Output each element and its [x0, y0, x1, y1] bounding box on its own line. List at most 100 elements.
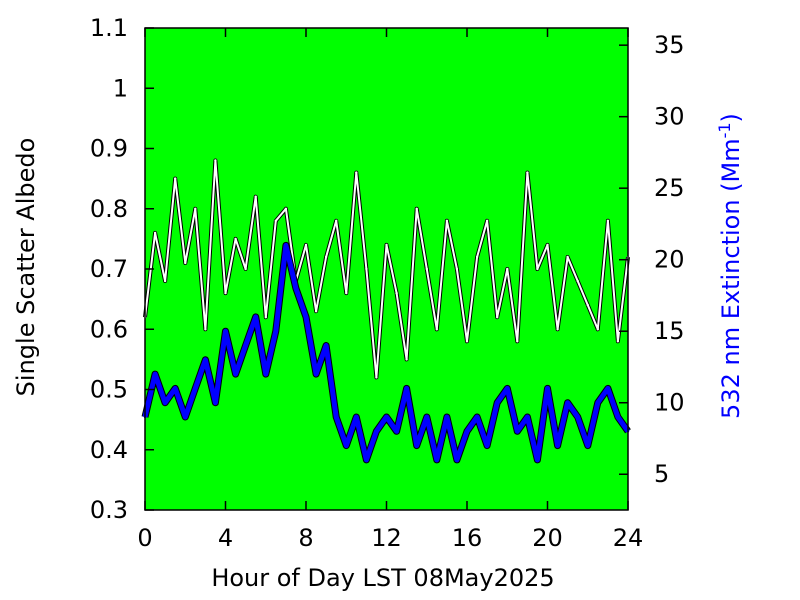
series-2-point [304, 315, 308, 319]
series-1-point [475, 255, 479, 259]
series-2-point [254, 315, 257, 319]
series-2-point [214, 401, 217, 404]
series-1-point [365, 267, 368, 271]
series-2-point [435, 458, 438, 462]
series-2-point [445, 415, 449, 419]
series-2-point [194, 387, 197, 390]
series-1-point [576, 279, 579, 283]
series-1-point [284, 207, 288, 210]
y-left-tick-label: 0.6 [90, 315, 128, 343]
series-2-point [365, 458, 368, 462]
series-1-point [455, 267, 459, 271]
series-1-point [536, 267, 539, 271]
series-1-point [556, 328, 559, 331]
series-1-point [586, 303, 589, 307]
y-left-tick-label: 0.3 [90, 496, 128, 524]
y-right-tick-label: 10 [654, 389, 685, 417]
series-2-point [385, 415, 388, 419]
series-1-point [184, 261, 187, 265]
series-2-point [616, 415, 620, 419]
y-left-tick-label: 1 [113, 74, 128, 102]
series-1-point [435, 328, 438, 331]
series-1-point [465, 340, 469, 343]
series-1-point [355, 171, 358, 174]
series-2-point [496, 401, 499, 404]
series-2-point [405, 387, 408, 390]
series-1-point [566, 255, 569, 259]
series-2-point [335, 415, 338, 419]
series-2-point [526, 415, 529, 419]
series-1-point [214, 159, 217, 162]
series-2-point [506, 387, 509, 390]
series-2-point [174, 387, 177, 390]
series-1-point [385, 243, 388, 247]
series-1-point [254, 195, 257, 198]
series-2-point [345, 444, 348, 447]
x-tick-label: 0 [137, 524, 152, 552]
y-left-axis-title: Single Scatter Albedo [12, 138, 40, 397]
series-1-point [234, 237, 237, 241]
series-1-point [375, 376, 378, 379]
series-1-point [496, 316, 499, 319]
series-1-point [415, 207, 418, 210]
series-2-point [475, 415, 479, 419]
series-2-point [425, 415, 428, 419]
y-right-tick-label: 15 [654, 317, 685, 345]
series-2-point [274, 330, 277, 333]
y-right-tick-label: 20 [654, 246, 685, 274]
series-1-point [606, 219, 610, 222]
series-2-point [586, 444, 589, 447]
series-2-point [536, 458, 539, 462]
series-2-point [596, 401, 599, 404]
series-2-point [566, 401, 569, 404]
x-tick-label: 12 [371, 524, 402, 552]
y-right-axis-title-main: 532 nm Extinction (Mm [717, 138, 745, 419]
series-2-point [556, 444, 559, 447]
series-1-point [616, 340, 620, 343]
series-1-point [445, 219, 449, 222]
series-2-point [576, 415, 579, 419]
series-2-point [324, 344, 328, 347]
series-2-point [355, 415, 358, 419]
series-1-point [224, 291, 227, 295]
x-tick-label: 24 [613, 524, 644, 552]
y-right-axis-title-superscript: -1 [715, 122, 734, 138]
series-1-point [204, 328, 207, 331]
series-1-point [324, 255, 328, 259]
y-left-tick-label: 0.5 [90, 376, 128, 404]
y-left-tick-label: 0.8 [90, 195, 128, 223]
series-1-point [395, 291, 398, 295]
series-2-point [465, 430, 469, 433]
series-2-point [485, 444, 489, 447]
x-tick-label: 16 [452, 524, 483, 552]
series-1-point [516, 340, 519, 343]
series-1-point [405, 358, 408, 361]
series-1-point [153, 231, 157, 235]
series-2-point [184, 415, 187, 419]
series-1-point [194, 207, 197, 210]
series-2-point [153, 372, 157, 376]
series-1-point [506, 267, 509, 271]
series-1-point [335, 219, 338, 222]
series-2-point [546, 387, 549, 390]
series-1-point [526, 171, 529, 174]
y-right-tick-label: 35 [654, 31, 685, 59]
x-tick-label: 8 [298, 524, 313, 552]
y-left-tick-label: 0.7 [90, 255, 128, 283]
series-2-point [224, 330, 227, 333]
series-2-point [516, 430, 519, 433]
y-right-axis-title: 532 nm Extinction (Mm-1) [715, 113, 745, 419]
series-1-point [485, 219, 489, 222]
y-right-axis-title-close: ) [717, 113, 745, 122]
series-2-point [395, 430, 398, 433]
series-2-point [314, 372, 318, 376]
x-tick-label: 4 [218, 524, 233, 552]
y-right-tick-label: 5 [654, 460, 669, 488]
axis-layer: 0 4 8 12 16 20 24 0.3 0.4 0.5 0.6 0.7 0.8 0.9 1 1.1 5 10 1… [90, 14, 685, 552]
series-1-point [546, 243, 549, 247]
y-left-tick-label: 1.1 [90, 14, 128, 42]
series-1-point [274, 219, 277, 222]
y-right-tick-label: 30 [654, 103, 685, 131]
series-1-point [304, 243, 308, 247]
